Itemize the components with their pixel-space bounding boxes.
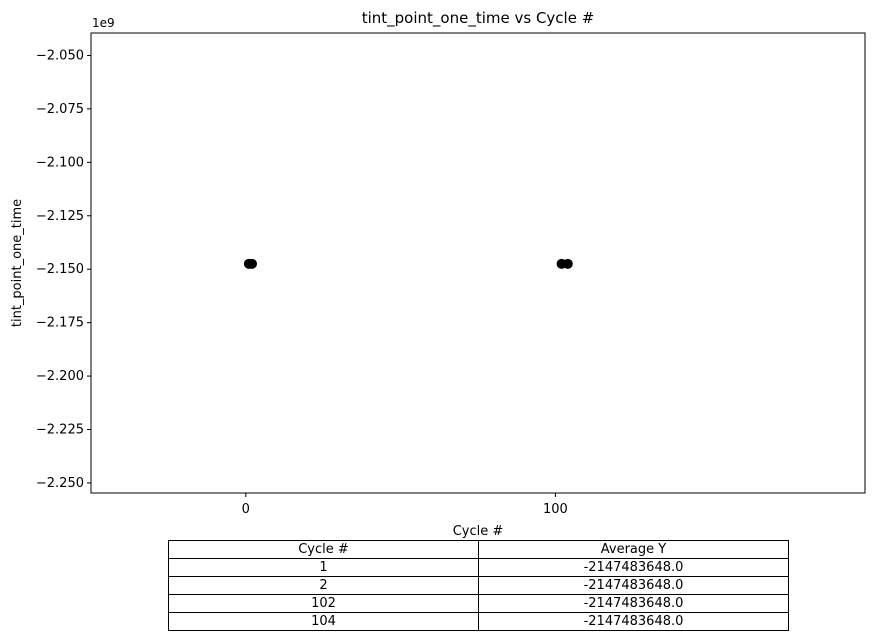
y-tick-label: −2.225 — [36, 423, 84, 438]
column-header-average-y: Average Y — [478, 540, 789, 559]
y-tick-label: −2.150 — [36, 262, 84, 277]
y-tick-label: −2.075 — [36, 102, 84, 117]
x-axis: 0 100 — [242, 493, 568, 517]
summary-table: Cycle # Average Y 1 -2147483648.0 2 -214… — [168, 540, 789, 631]
x-axis-label: Cycle # — [453, 524, 504, 539]
table-row: 102 -2147483648.0 — [168, 594, 789, 613]
table-cell-average-y: -2147483648.0 — [478, 558, 789, 577]
table-row: 1 -2147483648.0 — [168, 558, 789, 577]
table-cell-average-y: -2147483648.0 — [478, 612, 789, 631]
plot-area — [90, 32, 866, 494]
chart-title: tint_point_one_time vs Cycle # — [362, 9, 595, 28]
y-axis: −2.050 −2.075 −2.100 −2.125 −2.150 −2.175 −2.2… — [36, 48, 91, 491]
data-point — [562, 258, 573, 269]
y-tick-label: −2.175 — [36, 316, 84, 331]
table-cell-cycle: 1 — [168, 558, 479, 577]
table-cell-cycle: 104 — [168, 612, 479, 631]
y-tick-label: −2.200 — [36, 369, 84, 384]
y-axis-label: tint_point_one_time — [10, 199, 25, 327]
data-points — [243, 258, 573, 269]
table-row: 104 -2147483648.0 — [168, 612, 789, 631]
y-tick-label: −2.250 — [36, 476, 84, 491]
x-tick-label: 0 — [242, 502, 250, 517]
table-cell-average-y: -2147483648.0 — [478, 594, 789, 613]
x-tick-label: 100 — [543, 502, 568, 517]
table-cell-cycle: 2 — [168, 576, 479, 595]
table-header-row: Cycle # Average Y — [168, 540, 789, 559]
table-cell-average-y: -2147483648.0 — [478, 576, 789, 595]
y-tick-label: −2.050 — [36, 48, 84, 63]
column-header-cycle: Cycle # — [168, 540, 479, 559]
table-cell-cycle: 102 — [168, 594, 479, 613]
y-axis-offset-label: 1e9 — [92, 16, 115, 30]
data-point — [246, 258, 257, 269]
y-tick-label: −2.125 — [36, 209, 84, 224]
y-tick-label: −2.100 — [36, 155, 84, 170]
table-row: 2 -2147483648.0 — [168, 576, 789, 595]
